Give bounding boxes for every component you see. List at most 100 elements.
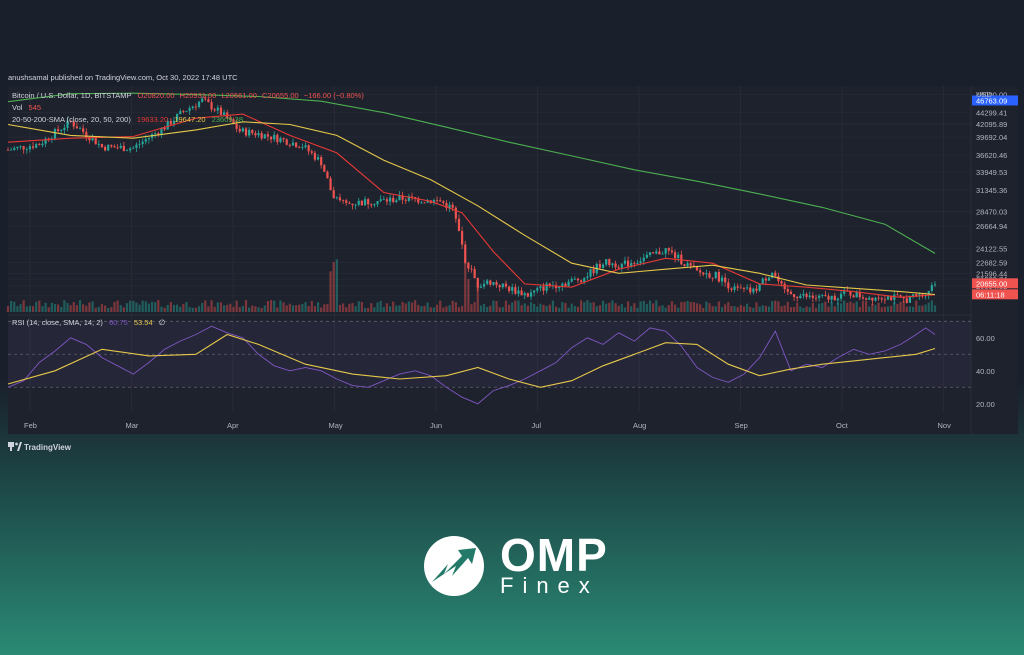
time-tick-label: Aug: [633, 421, 646, 430]
candle-body: [401, 195, 404, 200]
volume-bar: [930, 300, 933, 312]
volume-bar: [470, 304, 473, 312]
volume-bar: [182, 303, 185, 312]
volume-bar: [839, 303, 843, 312]
candle-body: [307, 145, 310, 152]
volume-bar: [486, 307, 489, 312]
volume-bar: [855, 301, 858, 312]
legend-rsi-extra: ∅: [159, 318, 166, 327]
candle-body: [266, 134, 270, 137]
volume-bar: [558, 307, 561, 312]
volume-bar: [451, 300, 454, 312]
candle-body: [533, 290, 536, 293]
candle-body: [504, 283, 508, 287]
volume-bar: [799, 306, 802, 312]
volume-bar: [379, 300, 382, 312]
volume-bar: [520, 305, 523, 312]
moving-averages: [7, 92, 936, 298]
volume-bar: [467, 279, 470, 312]
volume-bar: [504, 300, 508, 312]
candle-body: [545, 283, 548, 291]
price-tick-label: 36620.46: [976, 151, 1007, 160]
candle-body: [495, 282, 498, 286]
candle-body: [282, 138, 285, 140]
candle-body: [360, 200, 363, 206]
candle-body: [326, 171, 329, 179]
candle-body: [755, 288, 758, 291]
rsi-line-1: [7, 333, 936, 388]
legend-vol-value: 545: [29, 103, 42, 112]
candle-body: [486, 280, 489, 284]
volume-bar: [28, 305, 32, 312]
time-tick-label: Nov: [938, 421, 952, 430]
price-axis[interactable]: 48000.00 44299.41 42095.89 39692.04 36620.46…: [972, 91, 1018, 409]
candle-body: [501, 283, 504, 288]
volume-bar: [269, 300, 273, 312]
rsi-tick-label: 20.00: [976, 400, 995, 409]
volume-bar: [611, 300, 614, 312]
candle-body: [783, 283, 786, 290]
volume-bar: [376, 302, 379, 312]
price-tick-label: 31345.36: [976, 186, 1007, 195]
candle-body: [28, 146, 32, 150]
candle-body: [222, 112, 226, 115]
volume-bar: [197, 306, 201, 312]
volume-bar: [163, 307, 166, 312]
candle-body: [210, 102, 213, 110]
legend-vol-label: Vol: [12, 103, 23, 112]
candle-body: [771, 272, 774, 278]
volume-bar: [858, 306, 861, 312]
sma-line-2: [7, 92, 936, 254]
sma-line-1: [7, 121, 936, 296]
candle-body: [345, 200, 348, 203]
volume-bar: [147, 303, 151, 312]
candle-body: [395, 200, 398, 202]
time-axis[interactable]: Feb Mar Apr May Jun Jul Aug Sep Oct Nov: [24, 421, 951, 430]
rsi-line-0: [7, 325, 936, 405]
volume-bar: [448, 305, 451, 312]
volume-bar: [745, 303, 749, 312]
volume-bar: [736, 307, 739, 312]
volume-bar: [113, 301, 116, 312]
candle-body: [874, 297, 877, 301]
candle-body: [107, 144, 110, 151]
candle-body: [41, 143, 44, 146]
volume-bar: [890, 305, 893, 312]
candle-body: [254, 133, 257, 136]
candle-body: [648, 252, 652, 255]
countdown-tag-bg: [972, 289, 1018, 300]
volume-bar: [846, 302, 849, 312]
price-tick-label: 48000.00: [976, 91, 1007, 100]
candle-body: [197, 101, 201, 107]
candle-body: [392, 197, 395, 202]
candle-body: [695, 266, 699, 271]
volume-bar: [514, 300, 517, 312]
candle-body: [257, 133, 260, 136]
volume-bar: [326, 304, 329, 312]
candle-body: [542, 286, 545, 291]
volume-bar: [432, 307, 436, 312]
candle-body: [279, 138, 282, 143]
candle-body: [667, 248, 670, 251]
volume-bar: [41, 306, 44, 312]
candle-body: [580, 280, 583, 283]
candle-body: [213, 109, 216, 111]
volume-bar: [927, 302, 930, 312]
candle-body: [539, 286, 542, 289]
volume-bar: [827, 306, 830, 312]
candle-body: [620, 263, 623, 269]
candle-body: [573, 278, 576, 280]
volume-bar: [689, 302, 692, 312]
price-tick-label: 26664.94: [976, 222, 1007, 231]
volume-bar: [335, 259, 338, 312]
candle-body: [780, 281, 783, 284]
volume-bar: [125, 303, 129, 312]
candle-body: [138, 144, 141, 145]
volume-bar: [727, 301, 730, 312]
volume-bar: [310, 301, 313, 312]
candle-body: [633, 263, 636, 264]
candle-body: [420, 202, 423, 204]
candle-body: [273, 134, 276, 140]
volume-bar: [435, 304, 439, 312]
candle-body: [739, 287, 742, 289]
